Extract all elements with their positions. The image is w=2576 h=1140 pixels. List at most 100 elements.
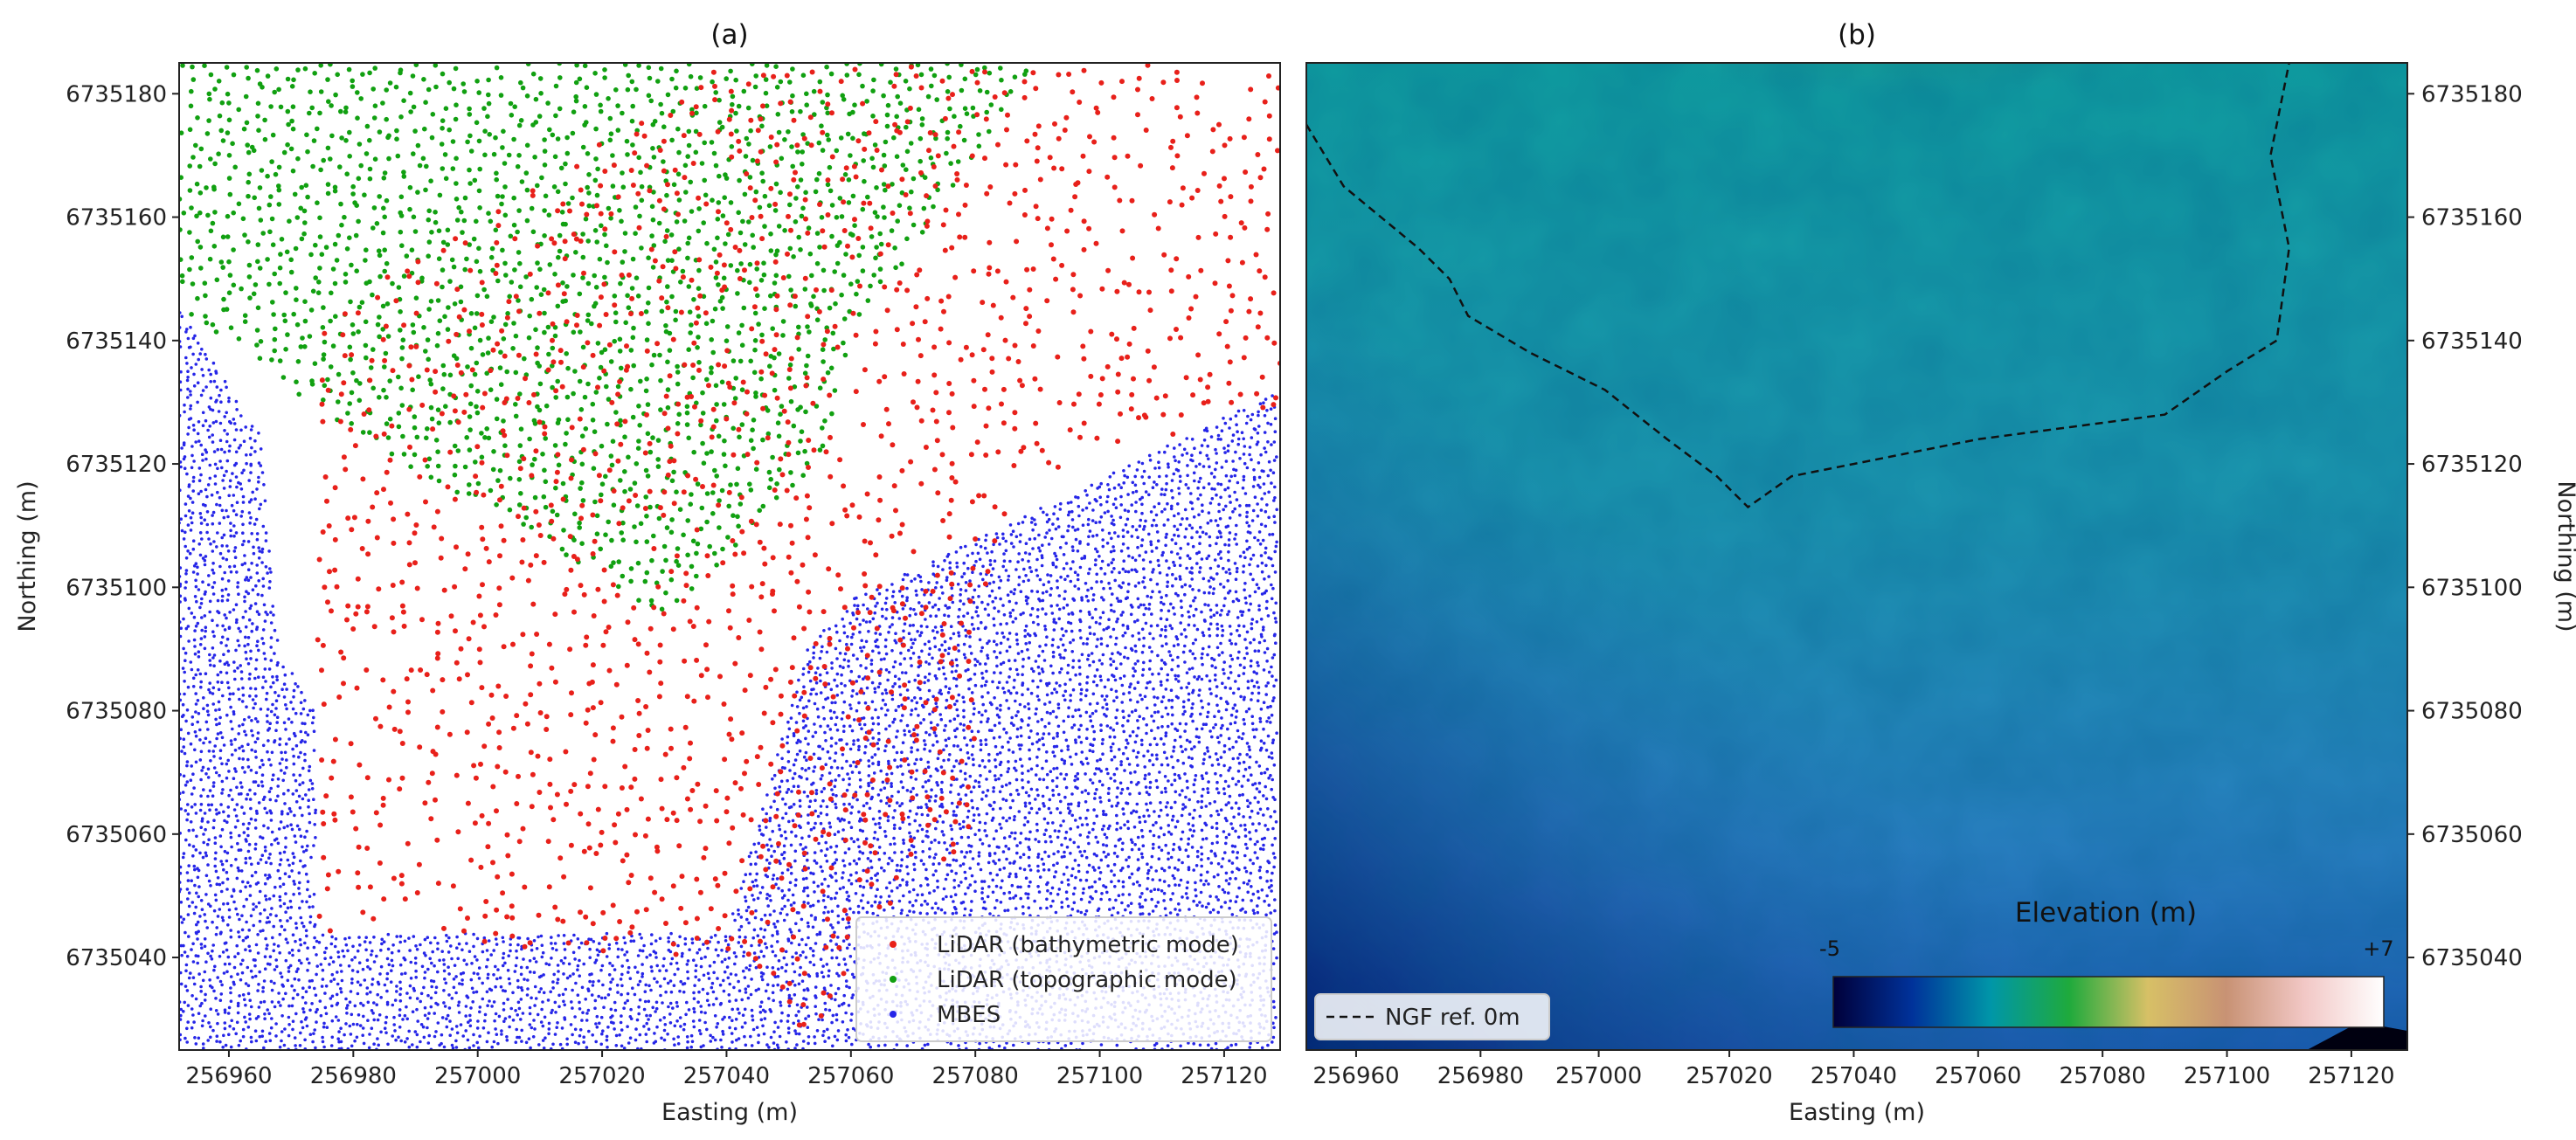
point-mbes — [553, 942, 557, 945]
point-mbes — [187, 935, 190, 938]
point-mbes — [180, 529, 184, 533]
point-mbes — [472, 932, 475, 936]
point-mbes — [670, 957, 675, 961]
point-mbes — [834, 1012, 839, 1017]
point-mbes — [828, 708, 833, 713]
point-mbes — [481, 997, 485, 1001]
point-mbes — [999, 886, 1003, 889]
point-mbes — [260, 1034, 265, 1038]
point-mbes — [955, 561, 959, 565]
point-mbes — [403, 939, 407, 943]
point-mbes — [403, 1040, 407, 1044]
point-mbes — [344, 943, 349, 947]
point-mbes — [216, 466, 219, 471]
point-mbes — [189, 496, 192, 501]
point-mbes — [875, 638, 879, 642]
point-mbes — [833, 896, 837, 900]
point-mbes — [860, 639, 863, 643]
point-mbes — [308, 905, 311, 909]
point-mbes — [248, 522, 252, 525]
point-mbes — [267, 856, 271, 860]
point-mbes — [908, 624, 912, 627]
point-mbes — [661, 964, 665, 968]
point-mbes — [287, 965, 291, 970]
point-mbes — [186, 803, 190, 806]
point-mbes — [222, 653, 225, 657]
point-mbes — [253, 780, 258, 784]
point-mbes — [957, 792, 960, 797]
point-mbes — [478, 1010, 481, 1014]
point-mbes — [679, 1025, 682, 1028]
point-mbes — [260, 773, 265, 777]
point-mbes — [1009, 722, 1014, 725]
point-mbes — [772, 874, 776, 877]
point-mbes — [709, 1033, 712, 1038]
point-mbes — [606, 993, 611, 997]
point-mbes — [1008, 675, 1011, 679]
point-mbes — [227, 449, 232, 453]
point-mbes — [1024, 876, 1028, 880]
point-mbes — [780, 737, 784, 741]
point-mbes — [199, 393, 204, 397]
point-mbes — [785, 791, 789, 794]
point-mbes — [201, 580, 204, 584]
point-mbes — [238, 697, 241, 701]
point-mbes — [324, 946, 329, 950]
point-mbes — [366, 1019, 370, 1022]
point-mbes — [711, 990, 716, 994]
point-mbes — [972, 785, 976, 789]
point-mbes — [834, 742, 838, 745]
point-mbes — [193, 883, 197, 888]
point-mbes — [993, 606, 996, 610]
point-mbes — [290, 721, 294, 724]
point-mbes — [200, 628, 204, 632]
point-mbes — [969, 845, 973, 848]
point-mbes — [825, 650, 829, 654]
point-mbes — [568, 974, 572, 978]
point-mbes — [595, 1014, 599, 1019]
point-mbes — [965, 743, 969, 747]
point-mbes — [829, 846, 833, 849]
point-mbes — [551, 980, 555, 984]
point-mbes — [301, 921, 304, 925]
point-mbes — [807, 699, 811, 703]
point-mbes — [287, 863, 291, 867]
point-mbes — [928, 798, 931, 803]
point-mbes — [814, 791, 819, 796]
point-mbes — [1011, 608, 1015, 612]
point-mbes — [260, 836, 265, 840]
point-mbes — [253, 497, 257, 501]
point-mbes — [232, 692, 235, 695]
point-mbes — [740, 1026, 744, 1029]
point-mbes — [744, 991, 748, 994]
point-mbes — [812, 770, 815, 773]
point-mbes — [534, 997, 538, 1000]
point-mbes — [596, 953, 600, 957]
point-mbes — [466, 1038, 470, 1042]
point-mbes — [193, 629, 197, 632]
point-mbes — [557, 1005, 561, 1009]
point-mbes — [365, 986, 370, 990]
point-mbes — [446, 1013, 450, 1018]
point-mbes — [287, 951, 292, 955]
point-mbes — [959, 881, 963, 884]
point-mbes — [198, 728, 202, 732]
point-mbes — [635, 1018, 640, 1022]
point-mbes — [204, 487, 208, 492]
point-mbes — [777, 887, 780, 890]
point-mbes — [508, 1025, 511, 1029]
point-mbes — [827, 895, 830, 899]
point-mbes — [234, 1032, 239, 1036]
point-mbes — [813, 859, 816, 863]
point-mbes — [742, 954, 745, 958]
point-mbes — [313, 1028, 317, 1032]
point-mbes — [254, 667, 258, 671]
point-mbes — [829, 939, 833, 943]
point-mbes — [378, 972, 382, 976]
point-mbes — [850, 635, 854, 639]
point-mbes — [293, 988, 296, 992]
point-mbes — [905, 865, 909, 868]
point-mbes — [909, 656, 912, 660]
point-mbes — [825, 847, 829, 851]
point-mbes — [831, 1044, 834, 1048]
